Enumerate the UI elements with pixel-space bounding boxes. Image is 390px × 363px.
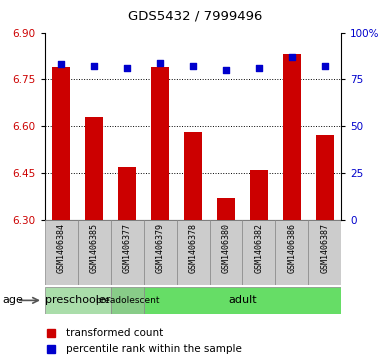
Text: GSM1406380: GSM1406380 [222,223,230,273]
Bar [243,220,275,285]
Bar [275,220,308,285]
Bar [85,117,103,220]
Point [322,64,328,69]
Point [256,65,262,71]
Bar [111,220,144,285]
Text: transformed count: transformed count [66,328,163,338]
Bar [118,167,136,220]
Bar [316,135,334,220]
Text: GSM1406385: GSM1406385 [90,223,99,273]
Point [58,62,64,68]
Bar [308,220,341,285]
Text: age: age [2,295,23,305]
Bar [111,287,144,314]
Point [157,60,163,65]
Bar [209,220,243,285]
Bar [283,54,301,220]
Text: adult: adult [228,295,257,305]
Bar [78,220,111,285]
Text: GDS5432 / 7999496: GDS5432 / 7999496 [128,9,262,22]
Text: preschooler: preschooler [45,295,110,305]
Bar [177,220,209,285]
Text: GSM1406382: GSM1406382 [254,223,263,273]
Bar [144,287,341,314]
Bar [151,67,169,220]
Bar [217,198,235,220]
Text: percentile rank within the sample: percentile rank within the sample [66,344,241,354]
Bar [184,132,202,220]
Bar [144,220,177,285]
Point [124,65,130,71]
Bar [52,67,70,220]
Point [190,64,196,69]
Bar [45,220,78,285]
Text: GSM1406386: GSM1406386 [287,223,296,273]
Text: GSM1406379: GSM1406379 [156,223,165,273]
Point [289,54,295,60]
Text: GSM1406384: GSM1406384 [57,223,66,273]
Point [91,64,98,69]
Bar [250,170,268,220]
Text: preadolescent: preadolescent [95,296,160,305]
Text: GSM1406377: GSM1406377 [123,223,132,273]
Bar [45,287,111,314]
Text: GSM1406378: GSM1406378 [188,223,198,273]
Text: GSM1406387: GSM1406387 [320,223,329,273]
Point [223,67,229,73]
